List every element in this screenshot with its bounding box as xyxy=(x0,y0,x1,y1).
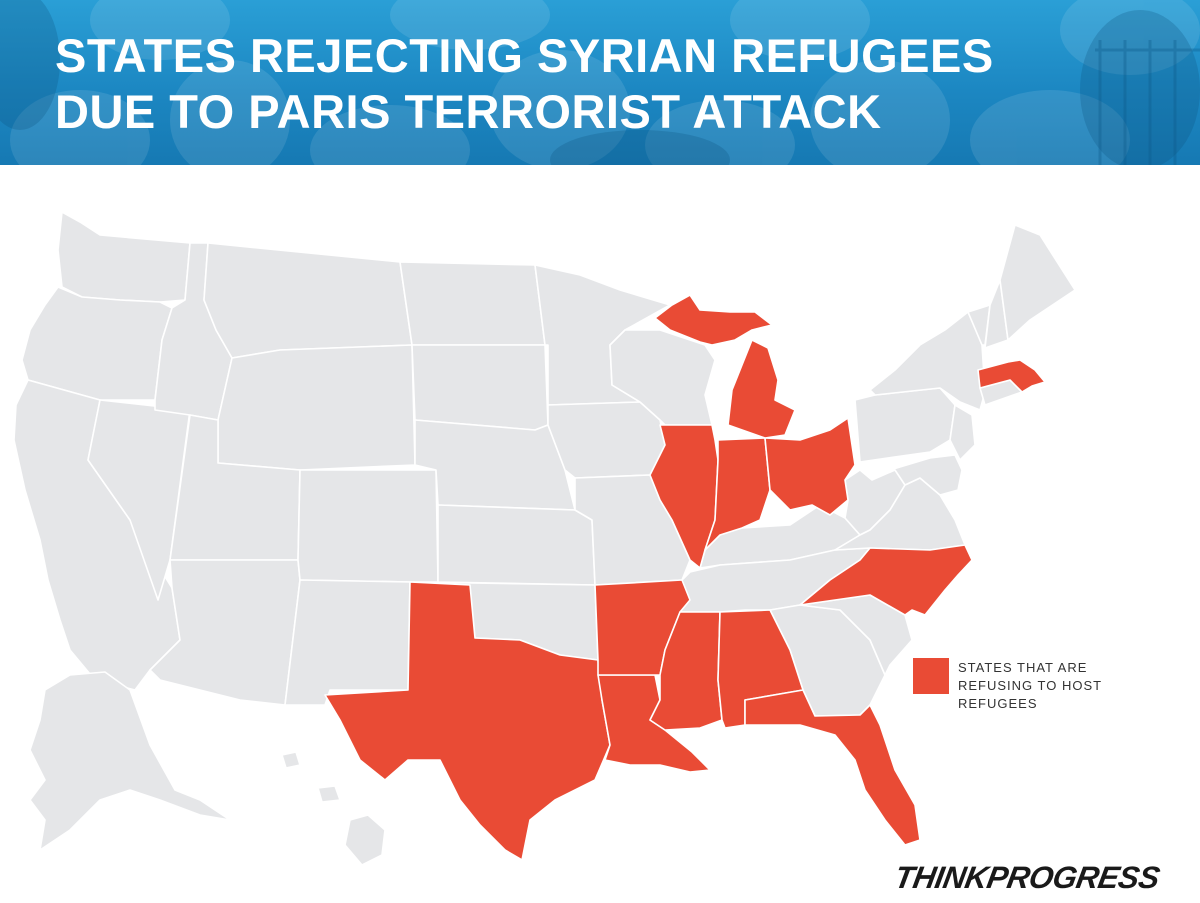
state-maryland-delaware xyxy=(889,454,963,496)
state-alaska xyxy=(29,671,231,851)
title-line-1: STATES REJECTING SYRIAN REFUGEES xyxy=(55,29,994,82)
lake-michigan xyxy=(713,350,731,430)
legend-swatch xyxy=(913,658,949,694)
state-michigan-lower xyxy=(727,339,796,439)
state-north-carolina xyxy=(799,544,973,616)
state-iowa xyxy=(547,401,666,479)
state-south-dakota xyxy=(411,344,549,431)
thinkprogress-logo: THINKPROGRESS xyxy=(892,860,1163,895)
state-oregon xyxy=(21,286,173,401)
state-massachusetts xyxy=(977,359,1046,393)
state-montana xyxy=(203,242,413,359)
header-banner: STATES REJECTING SYRIAN REFUGEES DUE TO … xyxy=(0,0,1200,165)
state-north-dakota xyxy=(399,261,546,346)
state-maine xyxy=(999,224,1076,341)
state-michigan-upper xyxy=(654,294,773,346)
state-new-mexico xyxy=(284,579,411,706)
state-ohio xyxy=(764,417,856,516)
title-line-2: DUE TO PARIS TERRORIST ATTACK xyxy=(55,85,882,138)
crowd-photo-background xyxy=(0,0,1200,165)
state-new-jersey xyxy=(949,404,976,461)
state-hawaii-oahu xyxy=(281,751,301,769)
state-kansas xyxy=(437,504,596,586)
map-legend: STATES THAT ARE REFUSING TO HOST REFUGEE… xyxy=(913,658,1108,713)
state-hawaii-maui xyxy=(317,785,341,803)
state-colorado xyxy=(297,469,439,583)
legend-label: STATES THAT ARE REFUSING TO HOST REFUGEE… xyxy=(958,660,1102,711)
state-wisconsin xyxy=(609,329,716,426)
state-wyoming xyxy=(217,344,416,471)
state-texas xyxy=(324,581,611,861)
state-florida xyxy=(744,689,921,846)
page-title: STATES REJECTING SYRIAN REFUGEES DUE TO … xyxy=(55,28,994,140)
state-hawaii-big-island xyxy=(344,814,386,866)
us-map xyxy=(13,211,1076,866)
state-washington xyxy=(57,211,191,303)
state-illinois xyxy=(649,424,719,569)
state-pennsylvania xyxy=(854,387,956,463)
